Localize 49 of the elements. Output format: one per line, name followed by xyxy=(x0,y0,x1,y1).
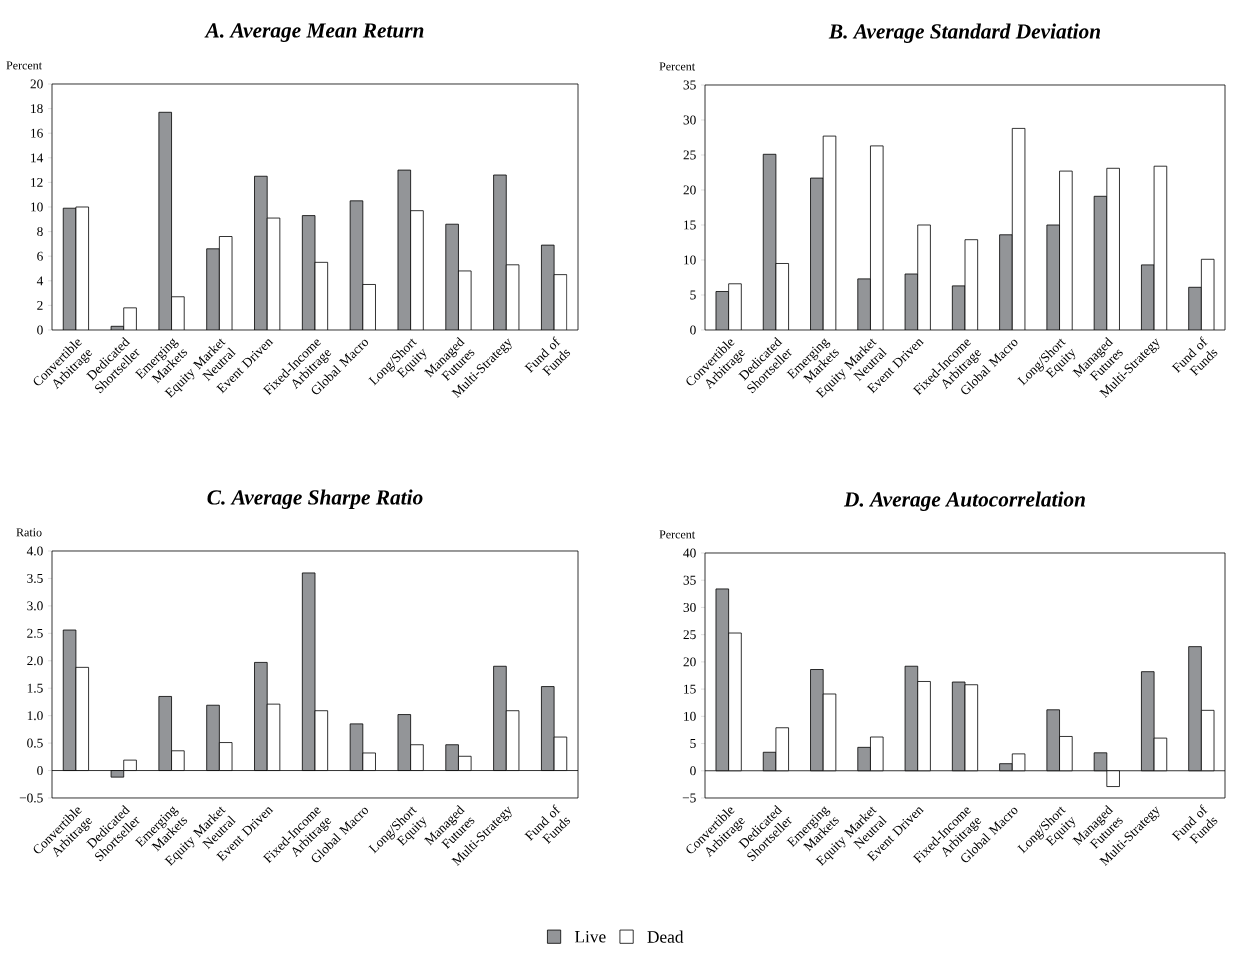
y-tick-label: 3.5 xyxy=(27,573,43,583)
y-tick-label: 0.5 xyxy=(27,738,43,748)
y-tick-label: −0.5 xyxy=(19,793,43,803)
y-tick-label: 30 xyxy=(683,115,696,125)
y-tick-label: 35 xyxy=(683,575,696,585)
y-tick-label: 16 xyxy=(31,128,43,138)
y-tick-label: 15 xyxy=(684,220,696,230)
y-tick-label: 4.0 xyxy=(26,546,43,556)
y-tick-label: 10 xyxy=(684,255,696,265)
y-axis-title: Ratio xyxy=(16,528,42,537)
y-tick-label: 2.0 xyxy=(27,656,43,666)
y-tick-label: 3.0 xyxy=(27,601,43,611)
y-tick-label: 1.5 xyxy=(27,683,43,693)
y-tick-label: 2.5 xyxy=(27,628,43,638)
y-tick-label: 6 xyxy=(37,251,43,261)
y-tick-label: 0 xyxy=(690,325,696,335)
chart-title: A. Average Mean Return xyxy=(204,23,424,42)
y-tick-label: 18 xyxy=(31,104,43,114)
y-tick-label: 5 xyxy=(690,290,696,300)
y-tick-label: 10 xyxy=(684,711,696,721)
y-tick-label: 14 xyxy=(31,153,44,163)
y-tick-label: 10 xyxy=(31,202,43,212)
y-tick-label: −5 xyxy=(682,793,696,803)
y-tick-label: 35 xyxy=(683,80,696,90)
y-tick-label: 12 xyxy=(31,177,43,187)
y-tick-label: 0 xyxy=(37,766,43,776)
y-tick-label: 40 xyxy=(683,548,696,558)
y-axis-title: Percent xyxy=(659,62,696,71)
y-tick-label: 30 xyxy=(683,602,696,612)
y-tick-label: 0 xyxy=(690,766,696,776)
chart-title: B. Average Standard Deviation xyxy=(828,23,1101,43)
y-tick-label: 25 xyxy=(683,630,696,640)
y-tick-label: 20 xyxy=(683,185,696,195)
y-tick-label: 20 xyxy=(30,79,43,89)
y-axis-title: Percent xyxy=(659,530,696,539)
y-tick-label: 15 xyxy=(684,684,696,694)
legend-label: Dead xyxy=(647,930,684,943)
y-tick-label: 20 xyxy=(683,657,696,667)
y-tick-label: 0 xyxy=(37,325,43,335)
y-tick-label: 25 xyxy=(683,150,696,160)
y-tick-label: 8 xyxy=(37,227,43,237)
y-tick-label: 4 xyxy=(36,276,44,286)
chart-title: D. Average Autocorrelation xyxy=(843,491,1085,511)
y-tick-label: 1.0 xyxy=(27,711,43,721)
chart-title: C. Average Sharpe Ratio xyxy=(207,489,423,509)
y-tick-label: 5 xyxy=(690,739,696,748)
y-axis-title: Percent xyxy=(6,61,42,70)
legend-label: Live xyxy=(574,930,606,943)
y-tick-label: 2 xyxy=(37,300,43,310)
